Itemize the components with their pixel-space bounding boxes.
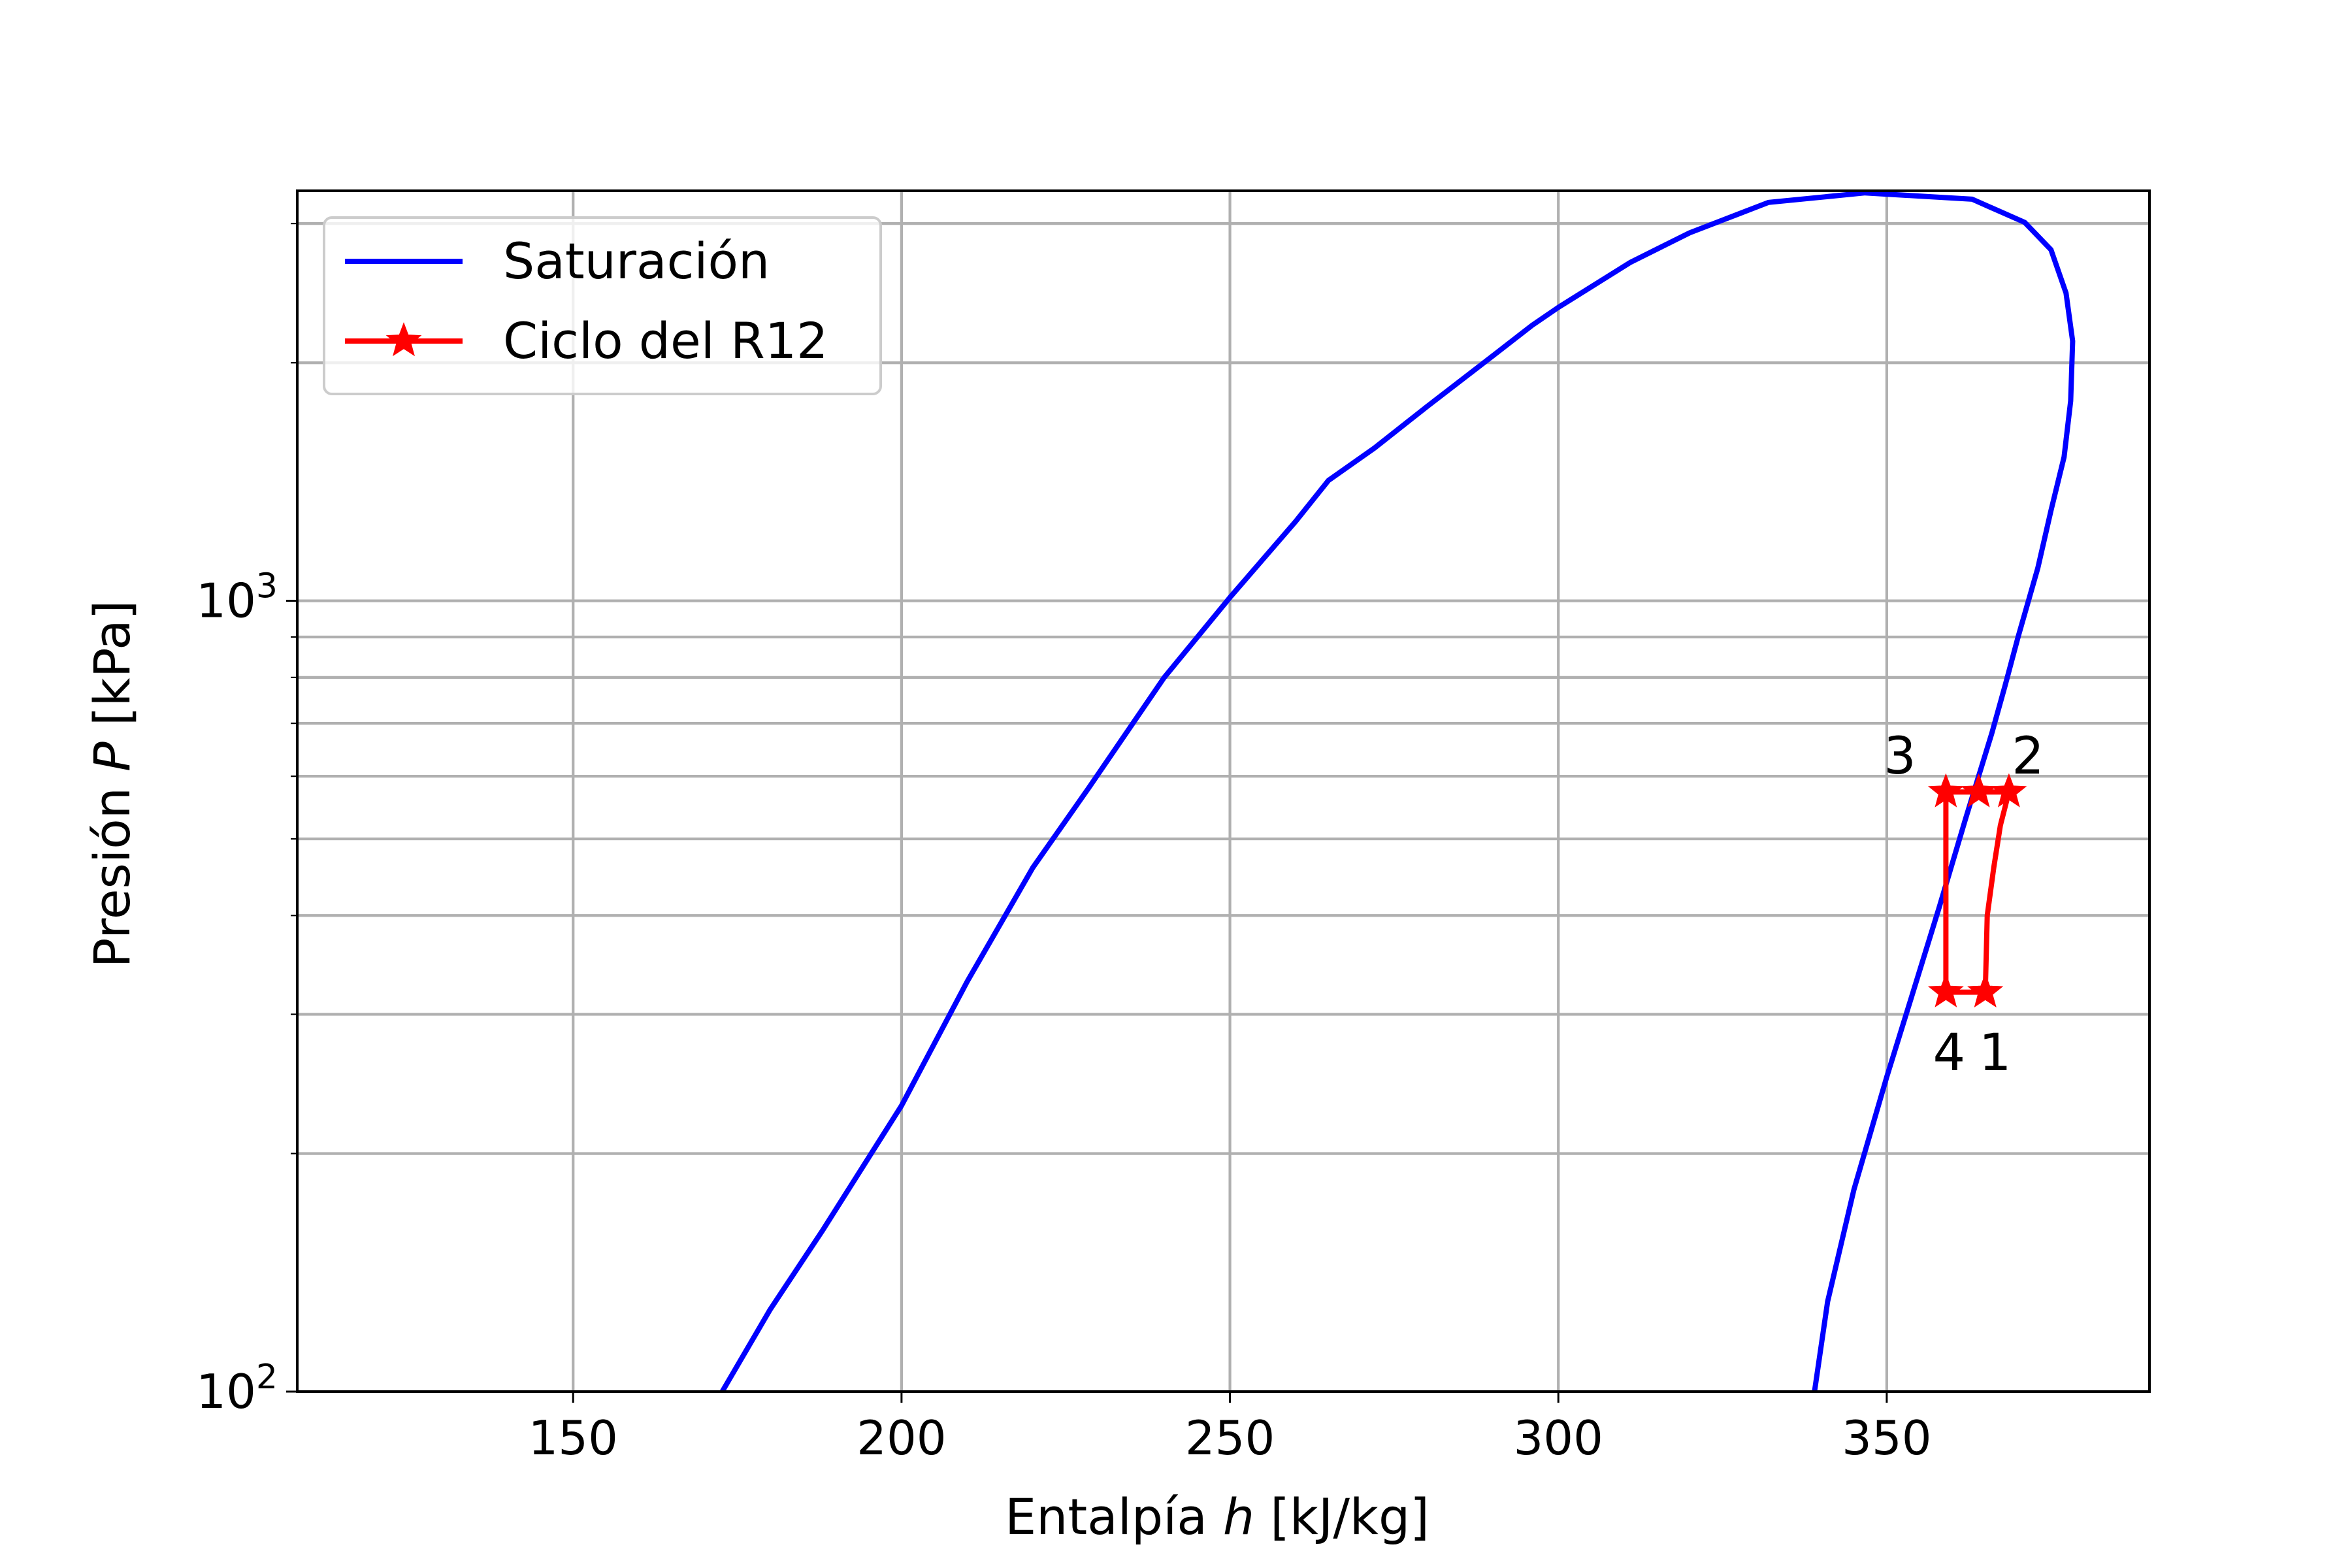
y-tick-label: 102 bbox=[196, 1358, 278, 1419]
legend-star-icon bbox=[385, 322, 422, 357]
state-point-label: 2 bbox=[2012, 727, 2044, 786]
x-tick-label: 300 bbox=[1513, 1411, 1603, 1465]
y-tick-label: 103 bbox=[196, 567, 278, 629]
cycle-point-marker bbox=[1991, 773, 2027, 808]
x-tick-label: 200 bbox=[857, 1411, 946, 1465]
x-tick-label: 150 bbox=[529, 1411, 618, 1465]
legend-label-ciclo: Ciclo del R12 bbox=[503, 312, 828, 370]
state-point-label: 3 bbox=[1884, 727, 1916, 786]
legend-label-saturacion: Saturación bbox=[503, 232, 770, 290]
cycle-point-marker bbox=[1967, 973, 2004, 1007]
legend-box bbox=[323, 216, 882, 395]
state-point-label: 4 bbox=[1933, 1024, 1966, 1083]
cycle-point-marker bbox=[1927, 973, 1964, 1007]
plot-frame bbox=[296, 189, 2151, 1393]
axes: 150 200 250 300 350 102 103 bbox=[196, 223, 1932, 1465]
x-tick-label: 250 bbox=[1185, 1411, 1275, 1465]
x-tick-label: 350 bbox=[1842, 1411, 1931, 1465]
cycle-point-marker bbox=[1961, 773, 1997, 808]
y-axis-label: Presión P [kPa] bbox=[83, 600, 141, 968]
state-point-label: 1 bbox=[1979, 1024, 2012, 1083]
series-layer bbox=[719, 190, 2076, 1394]
legend: Saturación Ciclo del R12 bbox=[323, 216, 882, 395]
annotations: 1 2 3 4 bbox=[1884, 727, 2044, 1083]
x-axis-label: Entalpía h [kJ/kg] bbox=[1005, 1488, 1429, 1546]
grid bbox=[297, 191, 2149, 1394]
cycle-point-marker bbox=[1927, 773, 1964, 808]
